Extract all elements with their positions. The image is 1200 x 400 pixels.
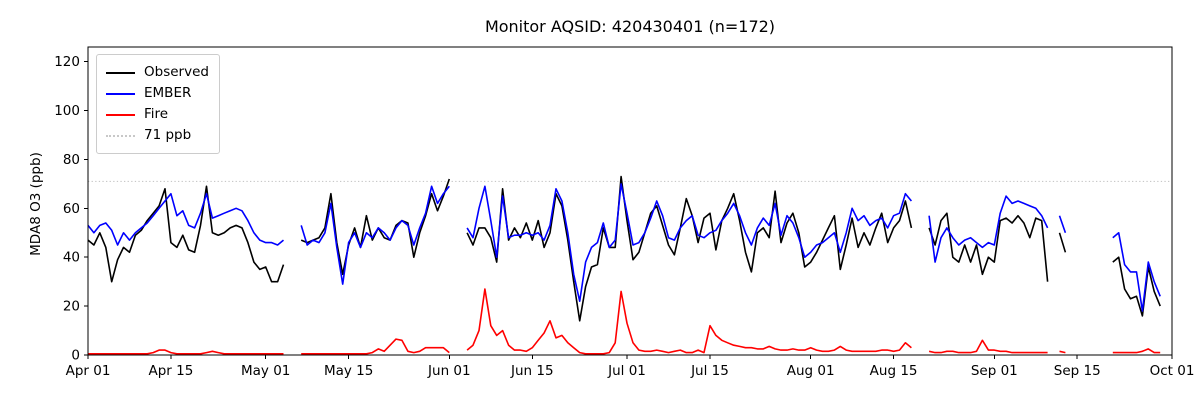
x-tick-label: Apr 15 <box>149 363 194 379</box>
x-tick-label: Jul 15 <box>690 363 729 379</box>
y-tick-label: 20 <box>63 299 80 315</box>
y-axis-label: MDA8 O3 (ppb) <box>28 152 44 256</box>
ember-line <box>87 183 1161 312</box>
legend-item-observed: Observed <box>106 62 209 83</box>
observed-line-swatch <box>106 71 135 74</box>
x-tick-label: May 15 <box>324 363 373 379</box>
legend: Observed EMBER Fire 71 ppb <box>96 54 220 154</box>
y-tick-label: 80 <box>63 152 80 168</box>
fire-line <box>88 288 1161 355</box>
x-tick-label: Jul 01 <box>607 363 646 379</box>
ember-line-swatch <box>106 92 135 95</box>
y-tick-label: 100 <box>54 103 80 119</box>
x-tick-label: Sep 15 <box>1054 363 1101 379</box>
x-tick-label: Sep 01 <box>971 363 1018 379</box>
legend-item-threshold: 71 ppb <box>106 125 209 146</box>
legend-label-threshold: 71 ppb <box>144 127 192 143</box>
y-tick-label: 120 <box>54 54 80 70</box>
x-tick-label: Aug 01 <box>787 363 835 379</box>
legend-label-fire: Fire <box>144 106 169 122</box>
x-tick-label: Apr 01 <box>66 363 111 379</box>
legend-label-observed: Observed <box>144 64 209 80</box>
y-tick-label: 60 <box>63 201 80 217</box>
axes-border <box>87 46 1173 356</box>
fire-line-swatch <box>106 113 135 116</box>
legend-item-fire: Fire <box>106 104 209 125</box>
x-tick-label: Jun 15 <box>510 363 554 379</box>
chart-title: Monitor AQSID: 420430401 (n=172) <box>484 17 776 36</box>
y-tick-label: 40 <box>63 250 80 266</box>
y-tick-label: 0 <box>71 348 80 364</box>
x-tick-label: Jun 01 <box>427 363 471 379</box>
x-tick-label: Aug 15 <box>870 363 918 379</box>
legend-label-ember: EMBER <box>144 85 192 101</box>
x-tick-label: May 01 <box>241 363 290 379</box>
legend-item-ember: EMBER <box>106 83 209 104</box>
threshold-line-swatch <box>106 134 135 137</box>
x-tick-label: Oct 01 <box>1150 363 1195 379</box>
